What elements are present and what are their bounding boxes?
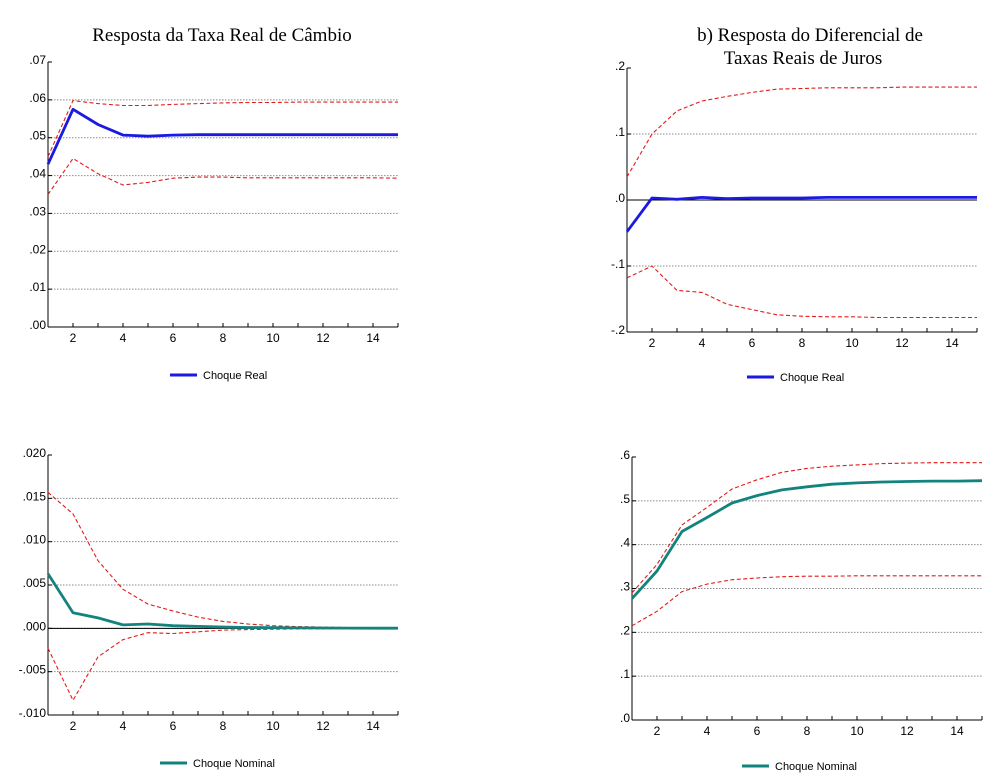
y-tick-label: .2 <box>615 59 625 73</box>
y-tick-label: .06 <box>29 91 46 105</box>
x-tick-label: 12 <box>316 719 330 733</box>
x-tick-label: 6 <box>170 719 177 733</box>
y-tick-label: .0 <box>620 711 630 725</box>
x-tick-label: 10 <box>266 331 280 345</box>
y-tick-label: .3 <box>620 580 630 594</box>
y-tick-label: .04 <box>29 167 46 181</box>
x-tick-label: 4 <box>120 719 127 733</box>
x-tick-label: 10 <box>850 724 864 738</box>
x-tick-label: 6 <box>749 336 756 350</box>
legend-label: Choque Real <box>780 372 844 384</box>
y-tick-label: .00 <box>29 318 46 332</box>
x-tick-label: 10 <box>845 336 859 350</box>
y-tick-label: -.010 <box>19 706 47 720</box>
y-tick-label: .03 <box>29 204 46 218</box>
panel-title-line-2: Taxas Reais de Juros <box>724 48 883 69</box>
y-tick-label: .010 <box>23 533 47 547</box>
y-tick-label: .000 <box>23 619 47 633</box>
x-tick-label: 12 <box>900 724 914 738</box>
y-tick-label: .2 <box>620 623 630 637</box>
chart-3: -.010 -.005 .000 .005 .010 .015 .020 2 4 6 8 10 12 14… <box>19 446 399 770</box>
y-tick-label: .1 <box>620 667 630 681</box>
series-line-response <box>46 572 398 630</box>
x-tick-label: 4 <box>699 336 706 350</box>
series-line-lower-band <box>47 157 399 195</box>
y-tick-label: .01 <box>29 280 46 294</box>
legend-label: Choque Nominal <box>775 761 857 773</box>
series-line-response <box>46 107 398 165</box>
x-tick-label: 2 <box>649 336 656 350</box>
y-tick-label: .02 <box>29 242 46 256</box>
x-tick-label: 14 <box>950 724 964 738</box>
x-tick-label: 8 <box>220 719 227 733</box>
x-tick-label: 12 <box>316 331 330 345</box>
x-tick-label: 4 <box>120 331 127 345</box>
x-tick-label: 8 <box>799 336 806 350</box>
x-tick-label: 2 <box>70 331 77 345</box>
legend-label: Choque Real <box>203 370 267 382</box>
chart-4: .0 .1 .2 .3 .4 .5 .6 2 4 6 8 10 12 14 Choque Nominal <box>620 448 983 773</box>
y-tick-label: .4 <box>620 536 630 550</box>
series-line-lower-band <box>631 575 982 627</box>
x-tick-label: 2 <box>654 724 661 738</box>
series-line-lower-band <box>626 265 977 319</box>
chart-1: .00 .01 .02 .03 .04 .05 .06 .07 2 4 6 8 10 12 14 Choque… <box>29 53 399 382</box>
series-line-upper-band <box>631 462 982 594</box>
y-tick-label: -.1 <box>611 257 625 271</box>
series-line-response <box>625 195 977 233</box>
series-line-upper-band <box>626 86 977 178</box>
x-tick-label: 10 <box>266 719 280 733</box>
x-tick-label: 6 <box>170 331 177 345</box>
panel-title-line-1: b) Resposta do Diferencial de <box>697 25 923 46</box>
legend-label: Choque Nominal <box>193 758 275 770</box>
y-tick-label: -.2 <box>611 323 625 337</box>
y-tick-label: .07 <box>29 53 46 67</box>
x-tick-label: 14 <box>366 331 380 345</box>
y-tick-label: .015 <box>23 489 47 503</box>
chart-2: -.2 -.1 .0 .1 .2 2 4 6 8 10 12 14 Choque Real <box>611 59 978 384</box>
y-tick-label: .020 <box>23 446 47 460</box>
series-line-upper-band <box>47 491 399 629</box>
y-tick-label: .05 <box>29 129 46 143</box>
x-tick-label: 14 <box>366 719 380 733</box>
series-line-lower-band <box>47 627 399 701</box>
panel-title-line: Resposta da Taxa Real de Câmbio <box>92 25 352 46</box>
x-tick-label: 8 <box>804 724 811 738</box>
x-tick-label: 14 <box>945 336 959 350</box>
x-tick-label: 12 <box>895 336 909 350</box>
y-tick-label: .5 <box>620 492 630 506</box>
panel-top-left: Resposta da Taxa Real de Câmbio <box>92 25 352 46</box>
y-tick-label: .6 <box>620 448 630 462</box>
x-tick-label: 8 <box>220 331 227 345</box>
x-tick-label: 2 <box>70 719 77 733</box>
y-tick-label: -.005 <box>19 663 47 677</box>
series-line-response <box>630 479 983 600</box>
panel-top-right: b) Resposta do Diferencial de Taxas Reai… <box>697 25 923 69</box>
x-tick-label: 4 <box>704 724 711 738</box>
y-tick-label: .005 <box>23 576 47 590</box>
y-tick-label: .1 <box>615 125 625 139</box>
x-tick-label: 6 <box>754 724 761 738</box>
y-tick-label: .0 <box>615 191 625 205</box>
series-line-upper-band <box>47 100 398 157</box>
